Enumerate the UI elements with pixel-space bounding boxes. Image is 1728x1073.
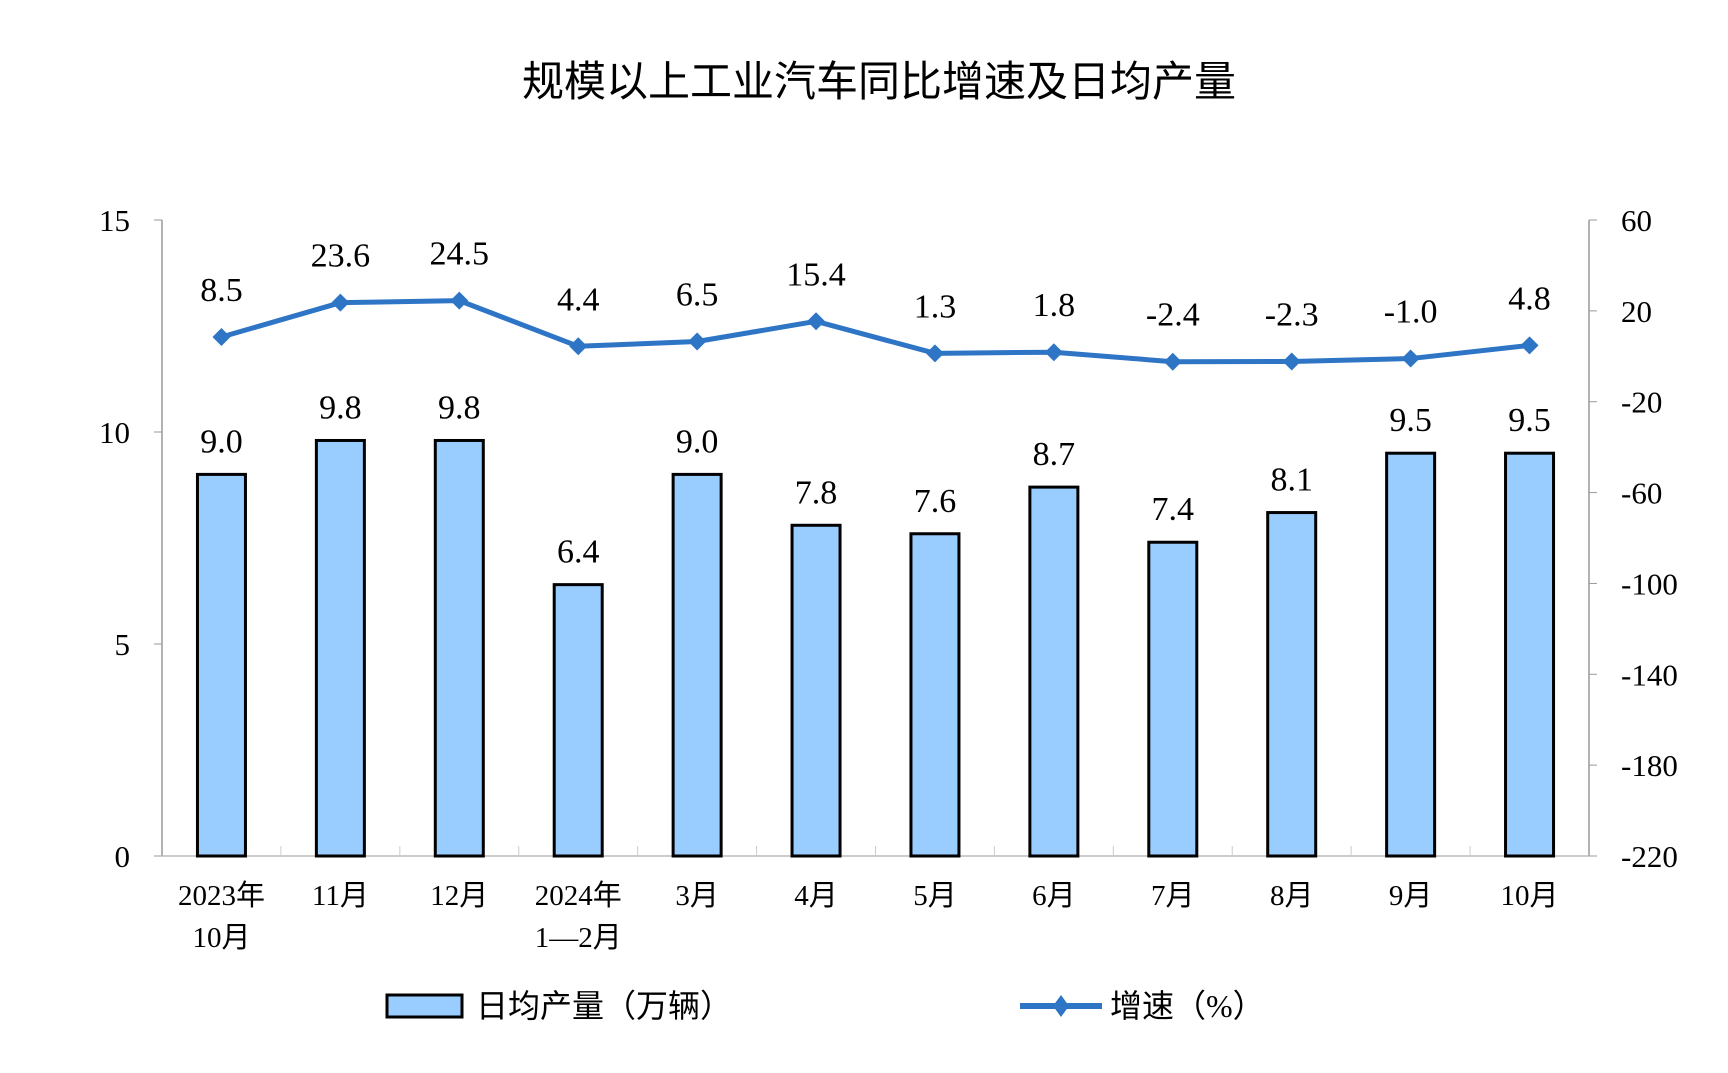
bar-data-label: 6.4 xyxy=(557,534,600,571)
bar-data-label: 8.7 xyxy=(1033,436,1076,473)
bar xyxy=(1504,451,1556,858)
bar xyxy=(552,583,604,858)
line-data-label: -2.3 xyxy=(1265,297,1319,334)
right-tick-label: 20 xyxy=(1621,294,1652,329)
bar xyxy=(671,472,723,858)
x-tick-label: 5月 xyxy=(913,880,957,912)
line-data-label: 15.4 xyxy=(786,256,846,293)
bar xyxy=(790,523,842,858)
line-point xyxy=(1401,349,1420,368)
bar xyxy=(1385,451,1437,858)
x-tick-label: 1—2月 xyxy=(535,922,622,954)
line-point xyxy=(1520,336,1539,355)
x-tick-label: 10月 xyxy=(1501,880,1559,912)
bar xyxy=(909,532,961,858)
bar-data-label: 9.5 xyxy=(1389,402,1432,439)
right-tick-label: -20 xyxy=(1621,385,1662,420)
x-tick-label: 2024年 xyxy=(535,879,622,912)
right-tick-label: -180 xyxy=(1621,748,1678,783)
chart-title: 规模以上工业汽车同比增速及日均产量 xyxy=(522,60,1236,106)
bar-data-label: 7.4 xyxy=(1152,491,1195,528)
right-tick-label: -60 xyxy=(1621,476,1662,511)
line-data-label: 1.3 xyxy=(914,288,957,325)
line-point xyxy=(212,327,231,346)
bar xyxy=(314,438,366,858)
x-tick-label: 10月 xyxy=(192,922,250,954)
left-tick-label: 15 xyxy=(99,203,130,238)
bar xyxy=(433,438,485,858)
legend-bar-label: 日均产量（万辆） xyxy=(476,988,732,1024)
right-tick-label: -140 xyxy=(1621,657,1678,692)
line-point xyxy=(1163,352,1182,371)
line-data-label: 24.5 xyxy=(430,236,490,273)
x-tick-label: 11月 xyxy=(312,880,369,912)
legend: 日均产量（万辆） 增速（%） xyxy=(385,988,1265,1024)
right-tick-label: -100 xyxy=(1621,566,1678,601)
line-point xyxy=(569,337,588,356)
growth-line xyxy=(220,298,1530,365)
bar xyxy=(1266,511,1318,858)
line-point xyxy=(925,344,944,363)
x-tick-label: 8月 xyxy=(1270,880,1314,912)
bar-data-label: 9.0 xyxy=(200,423,243,460)
x-tick-label: 4月 xyxy=(794,880,838,912)
x-tick-label: 2023年 xyxy=(178,879,265,912)
right-tick-label: 60 xyxy=(1621,203,1652,238)
x-tick-label: 7月 xyxy=(1151,880,1195,912)
line-data-label: 4.4 xyxy=(557,281,600,318)
bar xyxy=(195,472,247,858)
line-point xyxy=(450,291,469,310)
bar-data-label: 8.1 xyxy=(1270,462,1313,499)
legend-diamond-icon xyxy=(1053,995,1069,1017)
bar-data-label: 9.0 xyxy=(676,423,719,460)
legend-line-label: 增速（%） xyxy=(1110,988,1265,1024)
bar-data-label: 9.8 xyxy=(319,389,362,426)
left-tick-label: 0 xyxy=(115,839,131,874)
bar-data-label: 7.6 xyxy=(914,483,957,520)
line-data-label: 1.8 xyxy=(1033,287,1076,324)
line-data-label: 6.5 xyxy=(676,277,719,314)
line-data-label: 23.6 xyxy=(311,238,371,275)
line-data-label: -2.4 xyxy=(1146,297,1200,334)
left-tick-label: 10 xyxy=(99,415,130,450)
line-data-label: 8.5 xyxy=(200,272,243,309)
bar xyxy=(1028,485,1080,858)
x-tick-label: 12月 xyxy=(430,880,488,912)
x-tick-label: 6月 xyxy=(1032,880,1076,912)
bar-data-label: 7.8 xyxy=(795,474,838,511)
left-tick-label: 5 xyxy=(115,627,131,662)
line-point xyxy=(331,293,350,312)
line-data-label: -1.0 xyxy=(1384,294,1438,331)
line-point xyxy=(1044,343,1063,362)
line-point xyxy=(807,312,826,331)
bar xyxy=(1147,540,1199,858)
line-data-label: 4.8 xyxy=(1508,280,1551,317)
right-tick-label: -220 xyxy=(1621,839,1678,874)
x-tick-label: 9月 xyxy=(1389,880,1433,912)
x-tick-label: 3月 xyxy=(675,880,719,912)
line-point xyxy=(1282,352,1301,371)
legend-bar-swatch xyxy=(385,993,464,1019)
line-point xyxy=(688,332,707,351)
bar-data-label: 9.8 xyxy=(438,389,481,426)
bar-data-label: 9.5 xyxy=(1508,402,1551,439)
